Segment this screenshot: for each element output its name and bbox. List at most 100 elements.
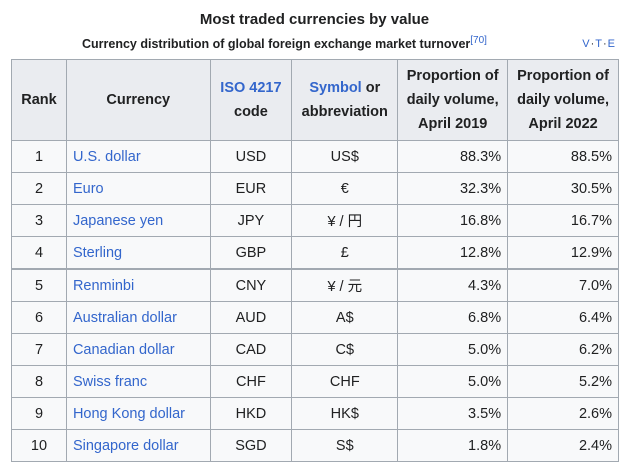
code-cell: USD (209, 140, 293, 173)
header-symbol[interactable]: Symbol or abbreviation (291, 59, 399, 141)
symbol-cell: £ (291, 236, 399, 270)
currency-link[interactable]: Euro (72, 180, 104, 197)
volume-2022-cell: 5.2% (507, 365, 619, 398)
header-rank[interactable]: Rank (11, 59, 67, 141)
navbox-links: V·T·E (582, 38, 616, 50)
volume-2022-cell: 2.6% (507, 397, 619, 430)
symbol-cell: ¥ / 円 (291, 204, 399, 237)
volume-2022-cell: 12.9% (507, 236, 619, 270)
table-subtitle: Currency distribution of global foreign … (82, 34, 487, 52)
currency-cell: Singapore dollar (65, 429, 211, 462)
currency-cell: U.S. dollar (65, 140, 211, 173)
rank-cell: 5 (11, 268, 67, 302)
currency-link[interactable]: Australian dollar (72, 309, 177, 326)
symbol-cell: HK$ (291, 397, 399, 430)
symbol-cell: ¥ / 元 (291, 268, 399, 302)
symbol-cell: € (291, 172, 399, 205)
currency-cell: Renminbi (65, 268, 211, 302)
volume-2019-cell: 32.3% (397, 172, 509, 205)
iso-4217-link[interactable]: ISO 4217 (220, 80, 282, 96)
separator-dot: · (602, 38, 608, 50)
edit-template-link[interactable]: E (607, 38, 616, 50)
code-cell: EUR (209, 172, 293, 205)
rank-cell: 3 (11, 204, 67, 237)
separator-dot: · (590, 38, 596, 50)
currency-cell: Sterling (65, 236, 211, 270)
volume-2022-cell: 30.5% (507, 172, 619, 205)
symbol-cell: A$ (291, 301, 399, 334)
symbol-cell: CHF (291, 365, 399, 398)
code-cell: JPY (209, 204, 293, 237)
currency-cell: Japanese yen (65, 204, 211, 237)
table-header-row: Rank Currency ISO 4217 code Symbol or ab… (11, 59, 619, 141)
currency-link[interactable]: Renminbi (72, 277, 135, 294)
volume-2019-cell: 12.8% (397, 236, 509, 270)
code-cell: CHF (209, 365, 293, 398)
header-volume-2022[interactable]: Proportion of daily volume, April 2022 (507, 59, 619, 141)
view-template-link[interactable]: V (582, 38, 591, 50)
rank-cell: 10 (11, 429, 67, 462)
table-row: 2 Euro EUR € 32.3% 30.5% (11, 172, 619, 205)
code-cell: GBP (209, 236, 293, 270)
table-row: 4 Sterling GBP £ 12.8% 12.9% (11, 236, 619, 270)
volume-2022-cell: 2.4% (507, 429, 619, 462)
currency-link[interactable]: U.S. dollar (72, 148, 141, 165)
volume-2022-cell: 7.0% (507, 268, 619, 302)
header-currency[interactable]: Currency (65, 59, 211, 141)
currency-link[interactable]: Singapore dollar (72, 437, 179, 454)
rank-cell: 6 (11, 301, 67, 334)
currency-cell: Hong Kong dollar (65, 397, 211, 430)
volume-2019-cell: 5.0% (397, 365, 509, 398)
volume-2019-cell: 6.8% (397, 301, 509, 334)
rank-cell: 2 (11, 172, 67, 205)
header-symbol-rest: or abbreviation (301, 80, 388, 120)
rank-cell: 1 (11, 140, 67, 173)
talk-template-link[interactable]: T (595, 38, 603, 50)
volume-2022-cell: 88.5% (507, 140, 619, 173)
table-row: 1 U.S. dollar USD US$ 88.3% 88.5% (11, 140, 619, 173)
rank-cell: 7 (11, 333, 67, 366)
currency-cell: Australian dollar (65, 301, 211, 334)
symbol-cell: C$ (291, 333, 399, 366)
currency-link[interactable]: Japanese yen (72, 212, 164, 229)
volume-2022-cell: 6.2% (507, 333, 619, 366)
reference-link[interactable]: [70] (470, 34, 487, 46)
code-cell: CAD (209, 333, 293, 366)
code-cell: HKD (209, 397, 293, 430)
currency-link[interactable]: Hong Kong dollar (72, 405, 186, 422)
rank-cell: 9 (11, 397, 67, 430)
currency-link[interactable]: Swiss franc (72, 373, 148, 390)
table-row: 3 Japanese yen JPY ¥ / 円 16.8% 16.7% (11, 204, 619, 237)
symbol-link[interactable]: Symbol (309, 80, 362, 96)
volume-2019-cell: 16.8% (397, 204, 509, 237)
rank-cell: 8 (11, 365, 67, 398)
table-title: Most traded currencies by value (199, 11, 430, 28)
code-cell: CNY (209, 268, 293, 302)
code-cell: AUD (209, 301, 293, 334)
symbol-cell: S$ (291, 429, 399, 462)
table-row: 10 Singapore dollar SGD S$ 1.8% 2.4% (11, 429, 619, 462)
header-iso-code-rest: code (234, 104, 268, 120)
volume-2022-cell: 6.4% (507, 301, 619, 334)
currency-cell: Euro (65, 172, 211, 205)
header-iso-code[interactable]: ISO 4217 code (209, 59, 293, 141)
rank-cell: 4 (11, 236, 67, 270)
currency-cell: Canadian dollar (65, 333, 211, 366)
volume-2019-cell: 1.8% (397, 429, 509, 462)
table-row: 8 Swiss franc CHF CHF 5.0% 5.2% (11, 365, 619, 398)
table-row: 9 Hong Kong dollar HKD HK$ 3.5% 2.6% (11, 397, 619, 430)
code-cell: SGD (209, 429, 293, 462)
currency-table: Rank Currency ISO 4217 code Symbol or ab… (11, 59, 619, 462)
currency-cell: Swiss franc (65, 365, 211, 398)
volume-2019-cell: 3.5% (397, 397, 509, 430)
table-row: 5 Renminbi CNY ¥ / 元 4.3% 7.0% (11, 268, 619, 302)
volume-2019-cell: 4.3% (397, 268, 509, 302)
volume-2022-cell: 16.7% (507, 204, 619, 237)
volume-2019-cell: 88.3% (397, 140, 509, 173)
table-row: 6 Australian dollar AUD A$ 6.8% 6.4% (11, 301, 619, 334)
header-volume-2019[interactable]: Proportion of daily volume, April 2019 (397, 59, 509, 141)
table-row: 7 Canadian dollar CAD C$ 5.0% 6.2% (11, 333, 619, 366)
subtitle-text: Currency distribution of global foreign … (82, 37, 471, 51)
currency-link[interactable]: Sterling (72, 244, 123, 261)
currency-link[interactable]: Canadian dollar (72, 341, 175, 358)
